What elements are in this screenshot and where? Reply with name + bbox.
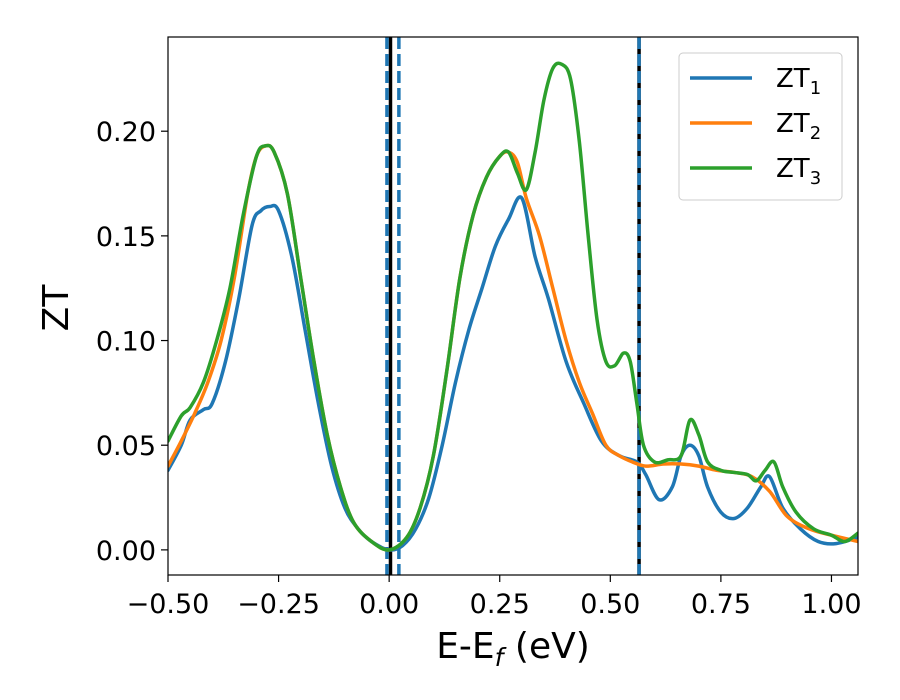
x-tick-label: −0.25: [237, 589, 320, 620]
x-axis-label-main: E-E: [436, 626, 494, 667]
x-tick-label: 0.75: [691, 589, 751, 620]
x-tick-label: 0.00: [359, 589, 419, 620]
legend-label-main: ZT: [776, 64, 810, 94]
x-tick-label: −0.50: [127, 589, 210, 620]
y-tick-label: 0.00: [96, 536, 156, 567]
y-tick-label: 0.20: [96, 117, 156, 148]
y-tick-label: 0.05: [96, 431, 156, 462]
y-axis: 0.00 0.05 0.10 0.15 0.20: [96, 117, 168, 567]
legend-label-zt3: ZT3: [776, 154, 821, 189]
x-tick-label: 0.25: [470, 589, 530, 620]
x-tick-label: 1.00: [801, 589, 861, 620]
x-axis-label-unit: (eV): [503, 626, 589, 667]
legend-label-main: ZT: [776, 109, 810, 139]
y-axis-label: ZT: [36, 284, 77, 332]
plot-frame: [167, 36, 859, 576]
legend-label-subscript: 1: [810, 78, 821, 99]
reference-lines: [385, 37, 641, 575]
y-tick-label: 0.15: [96, 222, 156, 253]
legend-box: [678, 52, 843, 201]
x-axis: −0.50 −0.25 0.00 0.25 0.50 0.75 1.00: [127, 575, 862, 620]
x-tick-label: 0.50: [580, 589, 640, 620]
series-line-zt3: [168, 61, 858, 552]
x-axis-label: E-Ef (eV): [436, 626, 590, 672]
series-layer: [168, 61, 858, 552]
y-tick-label: 0.10: [96, 327, 156, 358]
legend-label-zt2: ZT2: [776, 109, 821, 144]
legend-label-main: ZT: [776, 154, 810, 184]
series-line-zt1: [168, 195, 858, 552]
legend-label-zt1: ZT1: [776, 64, 821, 99]
legend-label-subscript: 2: [810, 123, 821, 144]
legend-label-subscript: 3: [810, 168, 821, 189]
